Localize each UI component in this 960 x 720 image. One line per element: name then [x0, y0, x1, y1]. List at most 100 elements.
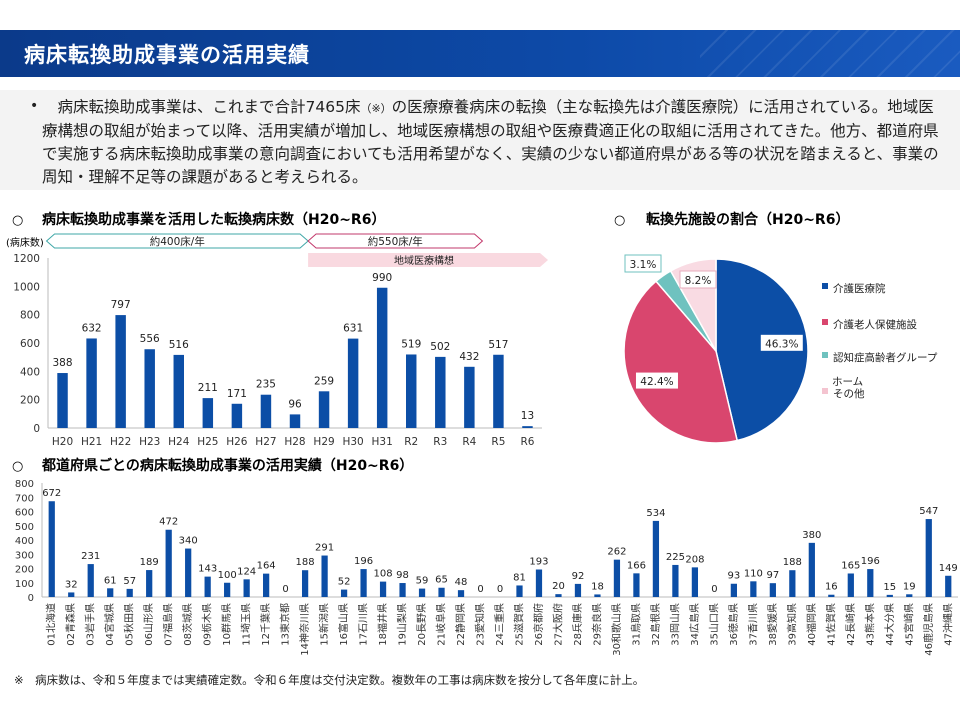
chart3-bar	[68, 592, 75, 597]
chart3-bar	[146, 570, 153, 597]
chart3-y-tick: 200	[15, 565, 34, 576]
chart3-x-tick: 45宮崎県	[902, 603, 915, 646]
chart3-title: 都道府県ごとの病床転換助成事業の活用実績（H20~R6）	[41, 457, 413, 474]
chart3-bar	[906, 594, 913, 597]
chart3-data-label: 291	[315, 543, 334, 554]
chart3-x-tick: 01北海道	[45, 603, 58, 646]
chart3-bar	[301, 570, 309, 597]
chart3-x-tick: 13東京都	[279, 603, 292, 646]
chart3-x-tick: 19山梨県	[396, 603, 409, 646]
chart2-legend-text: 認知症高齢者グループ	[833, 351, 938, 364]
chart3-y-tick: 500	[15, 522, 34, 533]
chart1-data-label: 211	[198, 382, 218, 394]
chart1-bar	[493, 354, 504, 428]
chart3-bar	[516, 585, 523, 597]
chart1-x-tick: H29	[313, 436, 334, 448]
title-bar-decoration	[700, 30, 960, 77]
chart3-data-label: 380	[802, 530, 821, 541]
chart1-data-label: 171	[227, 388, 247, 400]
chart3-bar	[438, 587, 445, 597]
chart3-x-tick: 02青森県	[64, 603, 77, 646]
chart3-bar	[457, 590, 465, 597]
chart1-x-tick: H22	[110, 436, 131, 448]
chart3-x-tick: 31鳥取県	[629, 603, 642, 646]
chart3-bar	[789, 570, 796, 597]
chart3-x-tick: 15新潟県	[318, 603, 331, 646]
chart3-x-tick: 16富山県	[337, 603, 350, 646]
chart3-y-tick: 100	[15, 579, 34, 590]
chart1-data-label: 556	[140, 333, 160, 345]
summary-text-post: の医療療養病床の転換（主な転換先は介護医療院）に活用されている。地域医療構想の取…	[42, 98, 939, 186]
chart1-data-label: 990	[372, 272, 392, 284]
chart3-data-label: 0	[477, 584, 483, 595]
chart3-data-label: 93	[728, 571, 741, 582]
chart3-data-label: 472	[159, 517, 178, 528]
chart3-bar	[340, 589, 348, 597]
chart3-x-tick: 22静岡県	[454, 603, 467, 646]
chart3-bar	[379, 581, 387, 597]
chart3-bar	[48, 501, 55, 597]
chart1-bar	[144, 349, 155, 428]
chart3-data-label: 547	[919, 506, 938, 517]
chart3-bar	[925, 519, 932, 597]
chart3-x-tick: 10群馬県	[220, 603, 233, 646]
chart3-data-label: 193	[529, 556, 548, 567]
chart3-data-label: 188	[783, 557, 802, 568]
chart1-data-label: 517	[488, 339, 508, 351]
chart1-x-tick: R3	[433, 436, 447, 448]
chart3-x-tick: 18福井県	[376, 603, 389, 646]
chart3-x-tick: 08茨城県	[181, 603, 194, 646]
chart1-data-label: 235	[256, 379, 276, 391]
chart3-data-label: 225	[666, 552, 685, 563]
chart3-bar	[399, 583, 406, 597]
chart1-x-tick: H31	[372, 436, 393, 448]
chart3-data-label: 534	[646, 508, 665, 519]
chart1-x-tick: R6	[520, 436, 534, 448]
chart1-data-label: 632	[82, 322, 102, 334]
chart3-bar	[672, 564, 679, 597]
chart3-x-tick: 27大阪府	[551, 603, 564, 646]
chart3-data-label: 61	[104, 575, 117, 586]
chart1-y-tick: 1000	[13, 281, 40, 293]
chart3-data-label: 188	[296, 557, 315, 568]
chart3-data-label: 672	[42, 488, 61, 499]
chart3-x-tick: 03岩手県	[84, 603, 97, 646]
chart3-data-label: 81	[513, 572, 526, 583]
chart1-y-tick: 600	[20, 338, 40, 350]
chart1-data-label: 388	[53, 357, 73, 369]
chart1-x-tick: R4	[462, 436, 476, 448]
chart3-y-tick: 800	[15, 479, 34, 490]
chart3-bar	[243, 579, 250, 597]
chart3-bar	[263, 573, 270, 597]
chart3-bar	[886, 594, 893, 597]
chart3-data-label: 32	[65, 579, 78, 590]
chart3-data-label: 149	[939, 563, 958, 574]
chart1-plot: 0 200 400 600 800 1000 1200 388 H20 632 H21 797 H22 5…	[13, 233, 548, 448]
chart2-legend-swatch	[822, 319, 828, 325]
chart1-x-tick: R2	[404, 436, 418, 448]
chart3-data-label: 164	[257, 561, 276, 572]
chart3-x-tick: 36徳島県	[727, 603, 740, 646]
chart1-data-label: 259	[314, 375, 334, 387]
chart2-legend-text: 介護老人保健施設	[833, 318, 917, 331]
chart3-marker: ○	[12, 459, 23, 474]
chart1-x-tick: H23	[139, 436, 160, 448]
chart3-data-label: 48	[455, 577, 468, 588]
chart1-y-tick: 400	[20, 366, 40, 378]
chart1-data-label: 797	[111, 299, 131, 311]
chart3-bar	[750, 581, 757, 597]
chart3-data-label: 124	[237, 566, 256, 577]
chart1-x-tick: H27	[255, 436, 276, 448]
chart1-bar	[173, 354, 184, 428]
chart3-x-tick: 23愛知県	[474, 603, 487, 646]
chart3-data-label: 0	[282, 584, 288, 595]
chart1-bar	[522, 426, 533, 428]
chart3-data-label: 16	[825, 582, 838, 593]
chart1-period-label: 約550床/年	[368, 235, 423, 248]
chart3-bar	[769, 583, 776, 597]
chart1-data-label: 519	[401, 338, 421, 350]
chart2-legend-swatch	[822, 388, 828, 394]
chart1-x-tick: H28	[284, 436, 305, 448]
chart3-x-tick: 46鹿児島県	[922, 603, 935, 656]
chart3-bar	[828, 594, 835, 597]
